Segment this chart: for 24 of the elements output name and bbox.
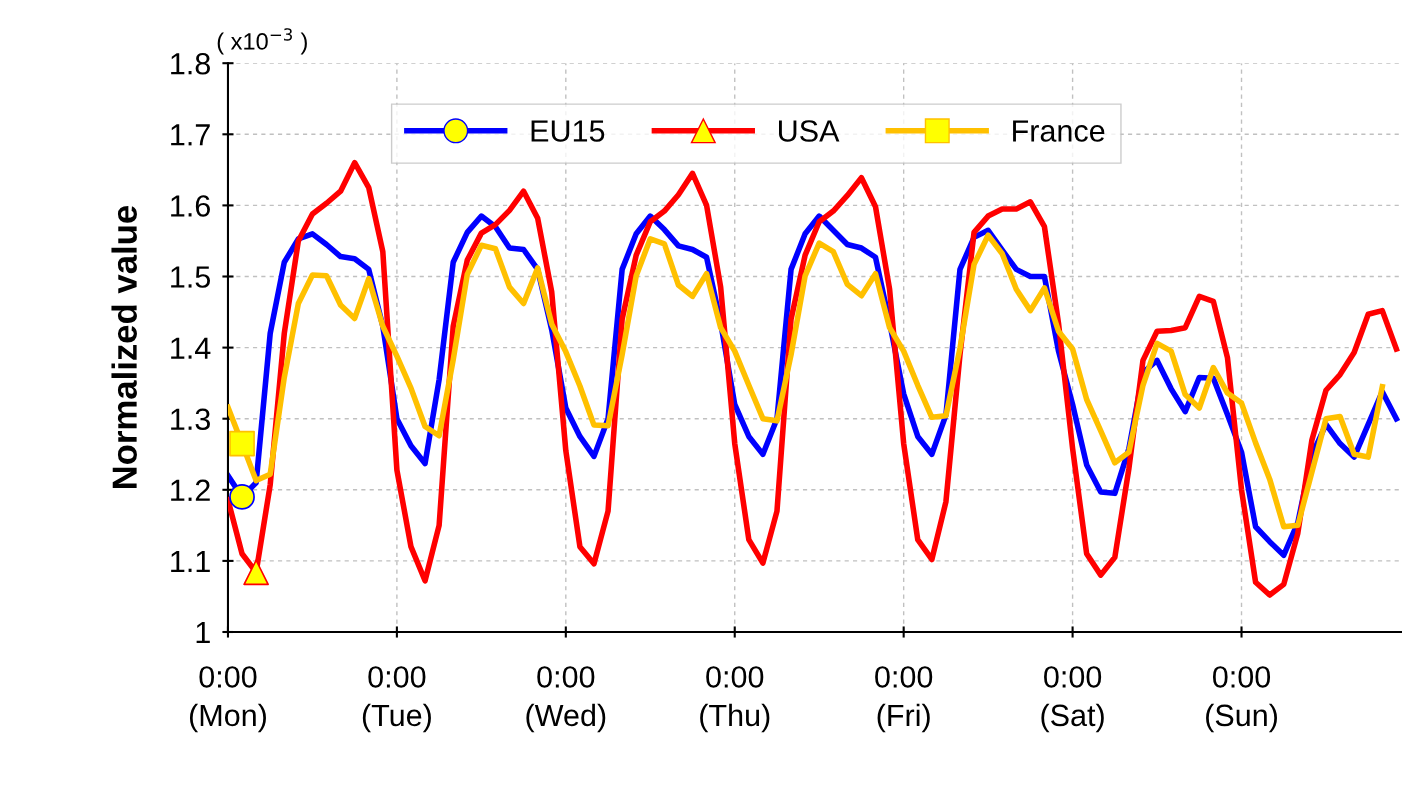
- text: ( x10$^{−3}$ ): [217, 28, 307, 55]
- x-tick-label: 0:00 (Wed): [526, 666, 606, 733]
- y-tick-label: 1.1: [171, 550, 210, 572]
- x-tick-label: 0:00 (Mon): [189, 666, 266, 733]
- point: [243, 559, 269, 586]
- x-tick-label: 0:00 (Fri): [875, 666, 933, 733]
- y-axis-title: Normalized value: [111, 205, 137, 489]
- y-tick-label: 1.4: [171, 337, 211, 359]
- y-tick-label: 1.2: [171, 479, 210, 501]
- y-tick-label: 1.8: [171, 52, 210, 75]
- point: [229, 430, 255, 457]
- legend-label: USA: [779, 120, 840, 142]
- x-tick-label: 0:00 (Tue): [362, 666, 431, 733]
- x-tick-label: 0:00 (Sun): [1206, 666, 1277, 733]
- y-tick-label: 1.7: [171, 124, 210, 146]
- y-tick-label: 1.6: [171, 195, 210, 217]
- y-tick-label: 1.5: [171, 266, 211, 288]
- y-tick-label: 1: [196, 622, 210, 644]
- y-tick-label: 1.3: [171, 408, 210, 431]
- point: [229, 484, 255, 510]
- x-tick-label: 0:00 (Thu): [700, 666, 770, 733]
- x-tick-label: 0:00 (Sat): [1041, 666, 1104, 733]
- legend-label: EU15: [531, 120, 605, 142]
- legend-label: France: [1013, 120, 1105, 142]
